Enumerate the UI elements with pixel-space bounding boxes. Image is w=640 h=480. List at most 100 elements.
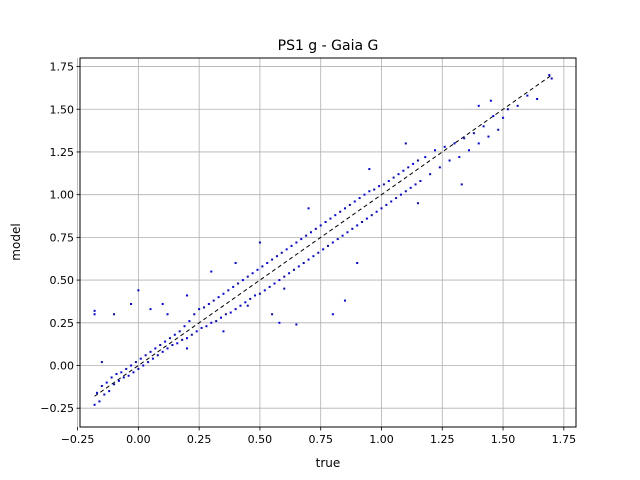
data-point <box>149 308 152 311</box>
data-point <box>322 248 325 251</box>
data-point <box>283 275 286 278</box>
data-point <box>416 202 419 205</box>
data-point <box>263 289 266 292</box>
data-point <box>222 330 225 333</box>
y-axis-ticks: −0.25 0.00 0.25 0.50 0.75 1.00 1.25 1.50 1.75 <box>40 61 80 415</box>
data-point <box>120 371 123 374</box>
data-point <box>382 183 385 186</box>
data-point <box>117 379 120 382</box>
x-tick-label: 0.00 <box>126 433 151 446</box>
data-point <box>402 169 405 172</box>
data-point <box>385 203 388 206</box>
data-point <box>144 354 147 357</box>
data-point <box>275 255 278 258</box>
data-point <box>414 183 417 186</box>
plot-frame <box>79 57 577 428</box>
data-point <box>356 224 359 227</box>
data-point <box>149 350 152 353</box>
data-point <box>130 303 133 305</box>
data-point <box>324 221 327 223</box>
data-point <box>185 337 188 340</box>
x-tick-label: 1.00 <box>369 433 394 446</box>
data-point <box>130 364 133 367</box>
data-point <box>210 321 213 324</box>
data-point <box>307 207 310 210</box>
data-point <box>346 231 349 234</box>
data-point <box>339 210 342 213</box>
data-point <box>249 297 252 300</box>
data-point <box>448 159 451 162</box>
data-point <box>295 323 298 326</box>
data-point <box>472 132 475 135</box>
data-point <box>329 217 332 220</box>
data-point <box>489 99 492 102</box>
data-point <box>193 313 196 316</box>
data-point <box>115 373 118 376</box>
data-point <box>227 289 230 292</box>
data-point <box>353 200 356 203</box>
data-point <box>234 262 237 264</box>
data-point <box>482 125 485 128</box>
x-tick-label: 0.25 <box>187 433 212 446</box>
data-point <box>188 320 191 323</box>
data-point <box>254 294 257 297</box>
data-point <box>166 347 169 350</box>
data-point <box>273 282 276 285</box>
data-point <box>468 149 471 152</box>
data-point <box>258 241 261 244</box>
y-tick-label: 0.00 <box>50 360 75 373</box>
data-point <box>173 333 176 336</box>
y-tick-label: 0.25 <box>50 317 75 330</box>
data-point <box>404 190 407 193</box>
data-point <box>497 128 500 131</box>
data-point <box>166 313 169 316</box>
data-point <box>200 326 203 329</box>
data-point <box>285 248 288 251</box>
data-point <box>460 183 463 186</box>
data-point <box>108 390 111 393</box>
data-point <box>185 294 188 297</box>
data-point <box>207 303 210 305</box>
chart-title: PS1 g - Gaia G <box>278 38 379 54</box>
data-point <box>419 180 422 182</box>
data-point <box>536 98 539 100</box>
scatter-points <box>93 74 553 406</box>
y-tick-label: 0.50 <box>50 274 75 287</box>
data-point <box>178 330 181 333</box>
data-point <box>113 313 116 316</box>
data-point <box>307 258 310 261</box>
data-point <box>477 104 480 107</box>
data-point <box>506 108 509 111</box>
y-tick-label: 1.00 <box>50 189 75 202</box>
data-point <box>429 173 432 176</box>
data-point <box>331 313 334 316</box>
data-point <box>125 367 128 370</box>
data-point <box>134 361 137 364</box>
data-point <box>317 251 320 254</box>
data-point <box>212 299 215 302</box>
data-point <box>502 116 505 119</box>
data-point <box>387 180 390 182</box>
data-point <box>103 393 106 396</box>
data-point <box>198 308 201 311</box>
data-point <box>110 376 113 379</box>
data-point <box>100 385 103 387</box>
data-point <box>205 325 208 328</box>
data-point <box>407 166 410 169</box>
x-tick-label: 1.25 <box>430 433 455 446</box>
y-tick-label: 1.25 <box>50 146 75 159</box>
data-point <box>361 221 364 223</box>
data-point <box>271 313 274 316</box>
data-point <box>516 104 519 107</box>
data-point <box>399 193 402 196</box>
data-point <box>176 342 179 345</box>
data-point <box>378 185 381 188</box>
data-point <box>258 292 261 295</box>
data-point <box>368 168 371 171</box>
data-point <box>331 241 334 244</box>
data-point <box>365 217 368 220</box>
data-point <box>356 262 359 264</box>
data-point <box>142 364 145 367</box>
data-point <box>327 244 329 247</box>
